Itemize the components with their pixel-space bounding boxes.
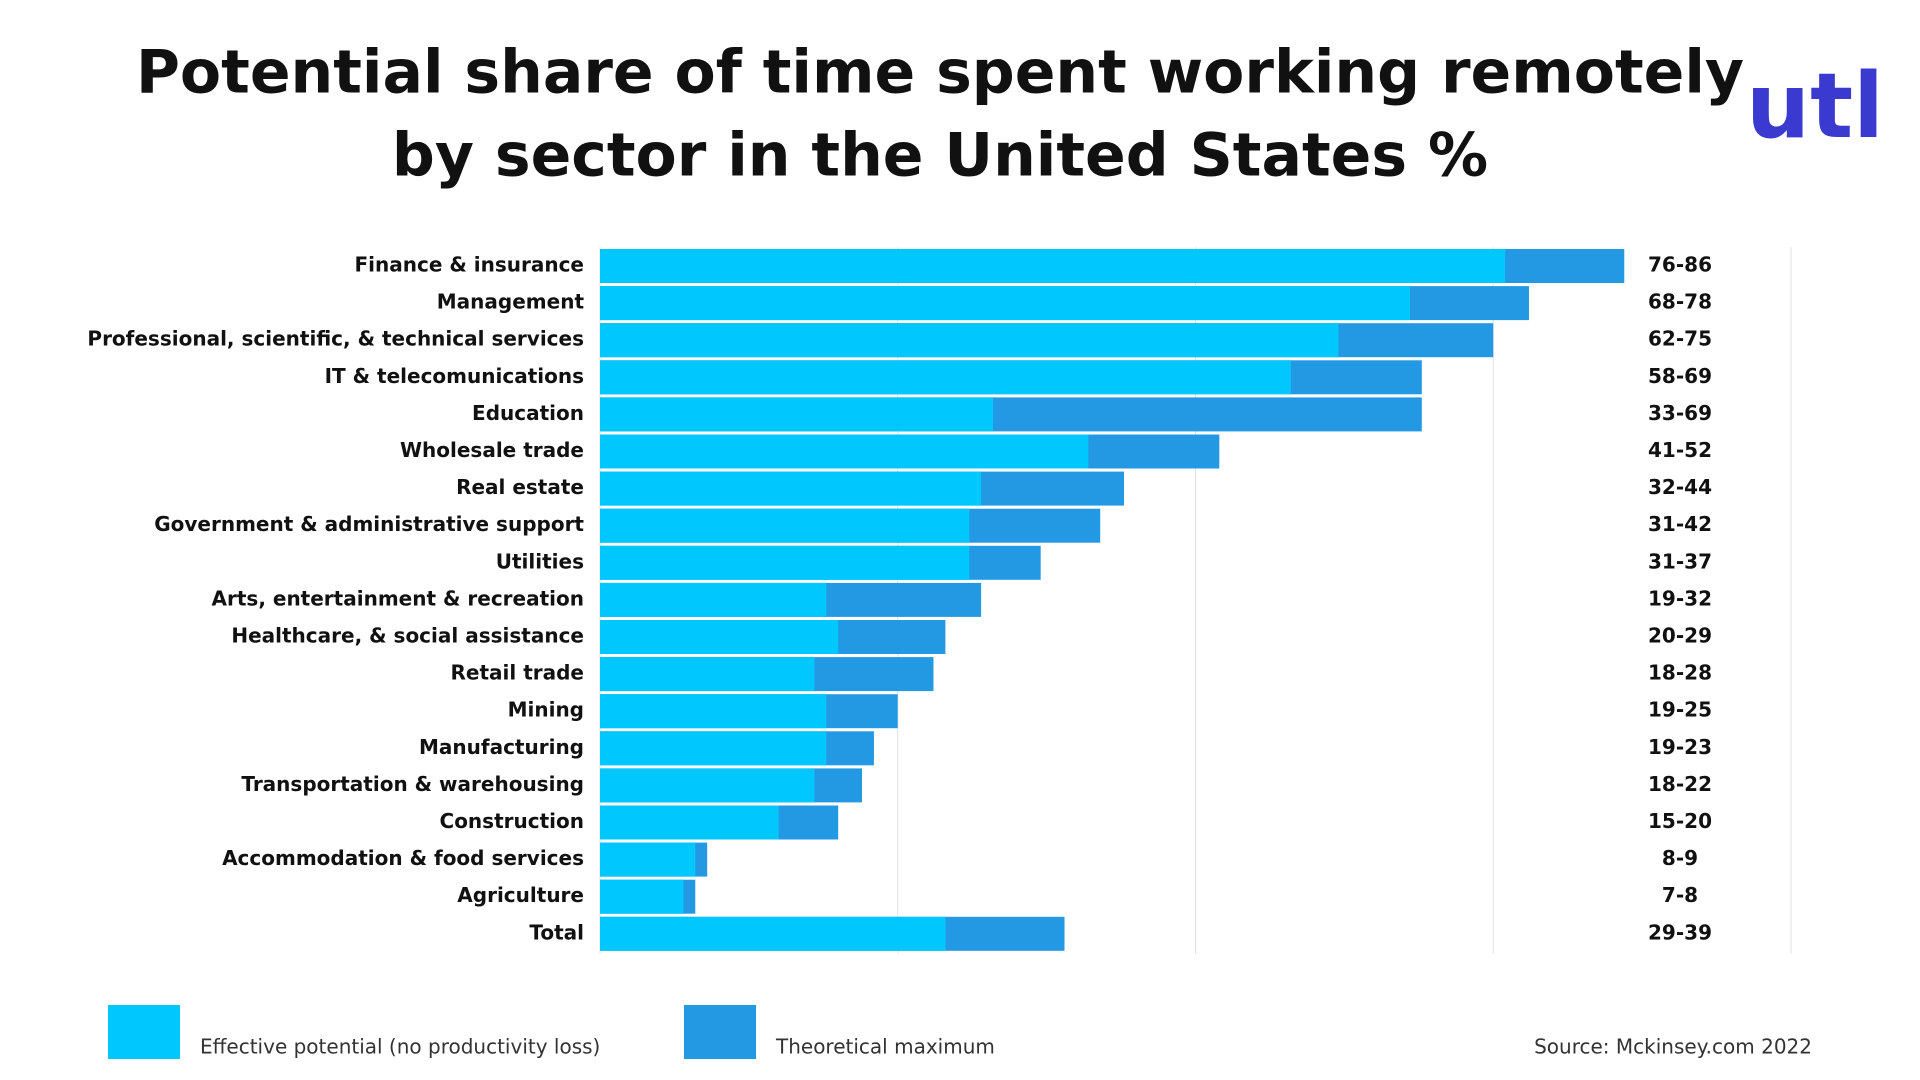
bar [600, 545, 970, 580]
bar [600, 434, 1089, 469]
y-tick-label: Manufacturing [419, 735, 584, 759]
bar [600, 360, 1291, 395]
bar [600, 508, 970, 543]
value-label: 15-20 [1648, 809, 1712, 833]
value-label: 8-9 [1662, 846, 1698, 870]
y-tick-label: Government & administrative support [154, 512, 584, 536]
value-label: 20-29 [1648, 624, 1712, 648]
bar [600, 731, 827, 766]
value-label: 68-78 [1648, 290, 1712, 314]
y-tick-label: Professional, scientific, & technical se… [87, 327, 584, 351]
y-tick-label: Utilities [496, 549, 584, 573]
bar [600, 397, 994, 432]
bar [600, 582, 827, 617]
value-label: 76-86 [1648, 253, 1712, 277]
y-tick-label: Transportation & warehousing [241, 772, 584, 796]
logo: utl [1746, 54, 1884, 159]
chart-title: by sector in the United States % [392, 121, 1488, 191]
legend-label: Effective potential (no productivity los… [200, 1035, 600, 1059]
bar [600, 694, 827, 729]
y-tick-label: Healthcare, & social assistance [231, 624, 584, 648]
y-tick-label: Management [437, 290, 585, 314]
y-tick-label: Agriculture [457, 883, 584, 907]
bar [600, 768, 815, 803]
bar [600, 879, 684, 914]
bar [600, 842, 696, 877]
value-label: 33-69 [1648, 401, 1712, 425]
chart-title: Potential share of time spent working re… [136, 38, 1744, 108]
value-label: 18-28 [1648, 661, 1712, 685]
bar [600, 657, 815, 692]
value-label: 7-8 [1662, 883, 1698, 907]
y-tick-label: Total [529, 920, 584, 944]
bar [600, 805, 779, 840]
bar [600, 620, 839, 654]
y-tick-label: Arts, entertainment & recreation [212, 586, 584, 610]
legend-label: Theoretical maximum [775, 1035, 995, 1059]
value-label: 29-39 [1648, 920, 1712, 944]
legend-swatch [684, 1005, 756, 1059]
bar [600, 323, 1339, 358]
y-tick-label: Retail trade [451, 661, 585, 685]
y-tick-label: Construction [440, 809, 584, 833]
value-label: 19-32 [1648, 586, 1712, 610]
y-tick-label: Real estate [456, 475, 584, 499]
value-label: 19-25 [1648, 698, 1712, 722]
value-label: 41-52 [1648, 438, 1712, 462]
y-tick-label: Mining [508, 698, 584, 722]
bar [600, 471, 982, 506]
y-tick-label: Accommodation & food services [222, 846, 584, 870]
legend-swatch [108, 1005, 180, 1059]
y-tick-label: IT & telecomunications [325, 364, 584, 388]
value-label: 18-22 [1648, 772, 1712, 796]
value-label: 32-44 [1648, 475, 1712, 499]
source: Source: Mckinsey.com 2022 [1534, 1035, 1812, 1059]
bar [600, 286, 1410, 321]
value-label: 62-75 [1648, 327, 1712, 351]
y-tick-label: Education [472, 401, 584, 425]
y-tick-label: Wholesale trade [400, 438, 584, 462]
value-label: 58-69 [1648, 364, 1712, 388]
bar [600, 916, 946, 951]
value-label: 31-42 [1648, 512, 1712, 536]
value-label: 19-23 [1648, 735, 1712, 759]
bar [600, 249, 1506, 283]
y-tick-label: Finance & insurance [354, 253, 584, 277]
value-label: 31-37 [1648, 549, 1712, 573]
